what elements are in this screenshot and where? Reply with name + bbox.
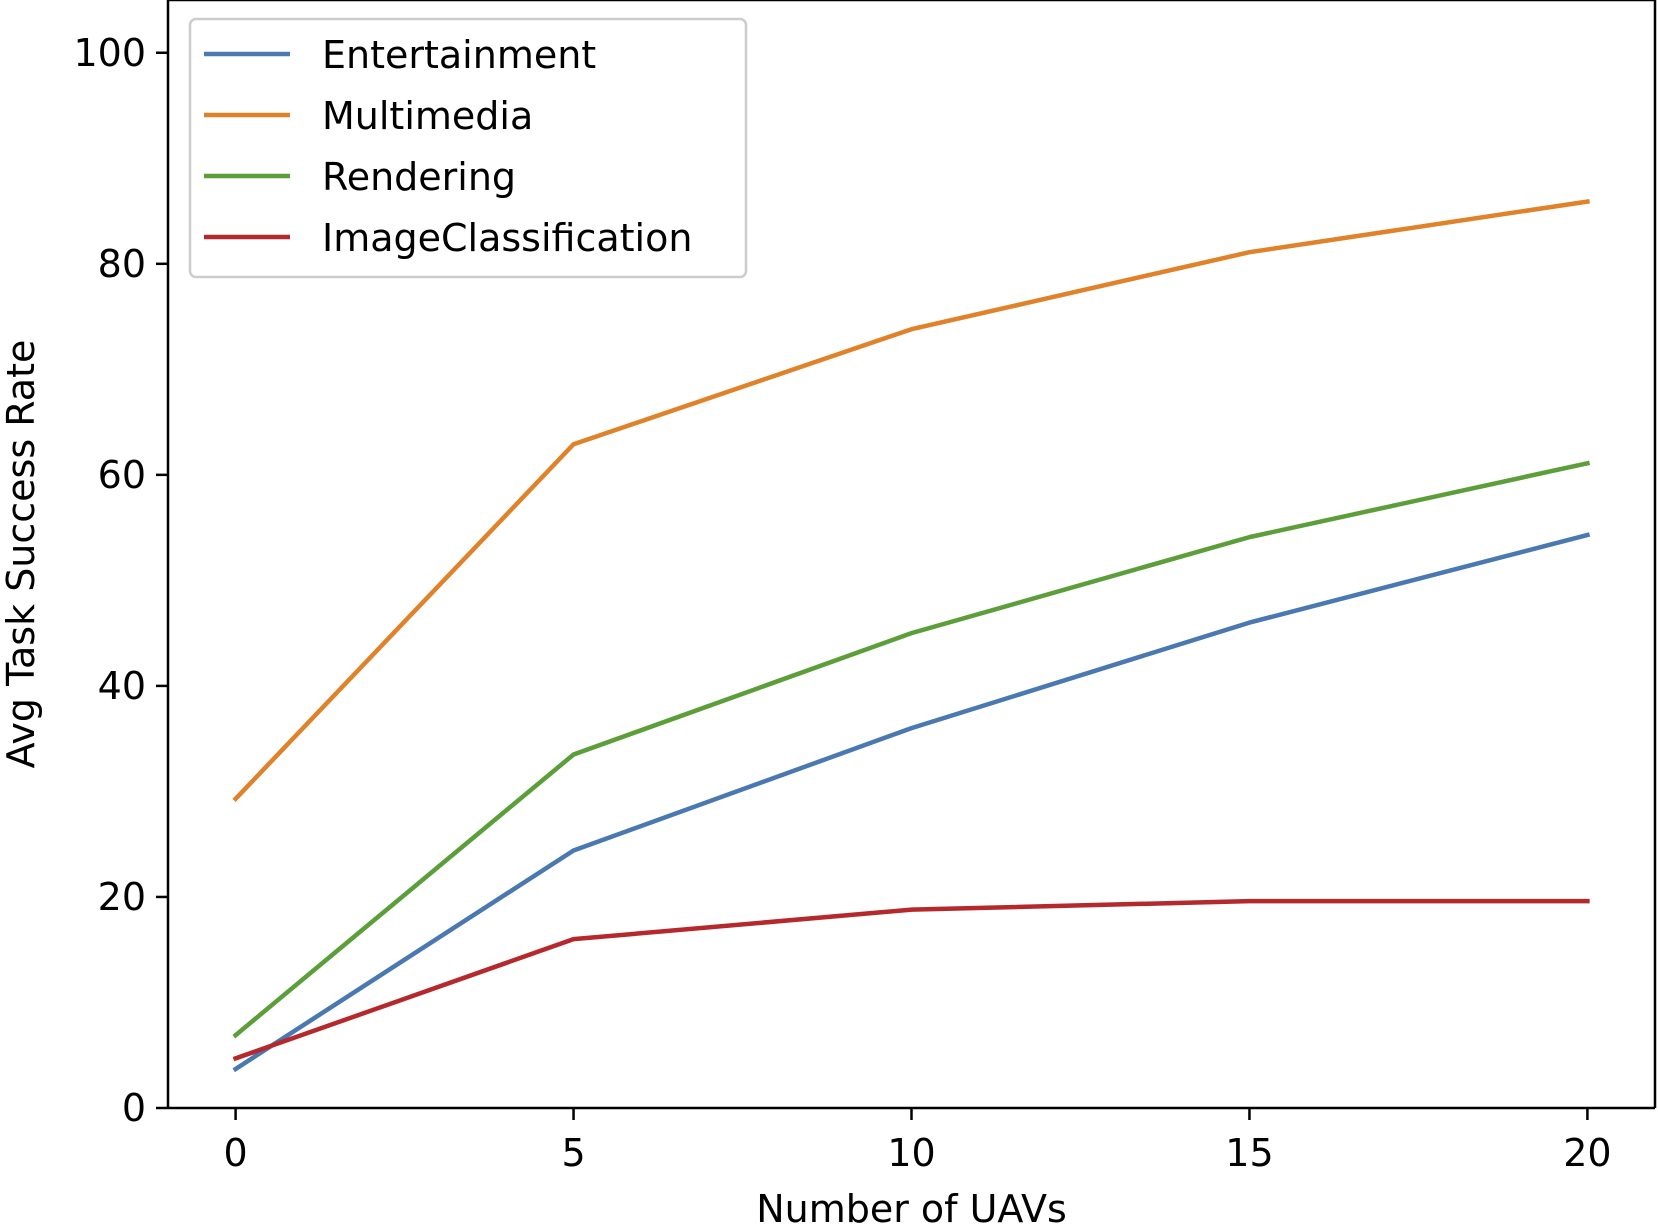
- y-ticks: 0 20 40 60 80 100: [73, 31, 168, 1130]
- x-ticks: 0 5 10 15 20: [223, 1108, 1612, 1175]
- legend-label-rendering: Rendering: [322, 155, 516, 199]
- x-tick-label: 15: [1225, 1131, 1273, 1175]
- x-tick-label: 10: [887, 1131, 935, 1175]
- series-line-multimedia: [232, 198, 1590, 802]
- y-tick-label: 80: [98, 242, 146, 286]
- series-line-imageclassification: [232, 898, 1590, 1062]
- x-axis-label: Number of UAVs: [756, 1187, 1067, 1229]
- y-tick-label: 20: [98, 875, 146, 919]
- y-tick-label: 60: [98, 453, 146, 497]
- legend-label-imageclassification: ImageClassification: [322, 216, 692, 260]
- legend-label-multimedia: Multimedia: [322, 94, 533, 138]
- x-tick-label: 20: [1563, 1131, 1611, 1175]
- series-line-rendering: [232, 460, 1591, 1039]
- y-axis-label: Avg Task Success Rate: [0, 340, 43, 769]
- legend-frame: [188, 17, 748, 279]
- series-lines: [232, 198, 1591, 1073]
- legend: Entertainment Multimedia Rendering ImageCla…: [188, 17, 748, 279]
- series-line-entertainment: [232, 532, 1591, 1073]
- x-tick-label: 0: [223, 1131, 247, 1175]
- x-tick-label: 5: [561, 1131, 585, 1175]
- legend-label-entertainment: Entertainment: [322, 33, 596, 77]
- y-tick-label: 40: [98, 664, 146, 708]
- y-tick-label: 0: [122, 1086, 146, 1130]
- y-tick-label: 100: [73, 31, 146, 75]
